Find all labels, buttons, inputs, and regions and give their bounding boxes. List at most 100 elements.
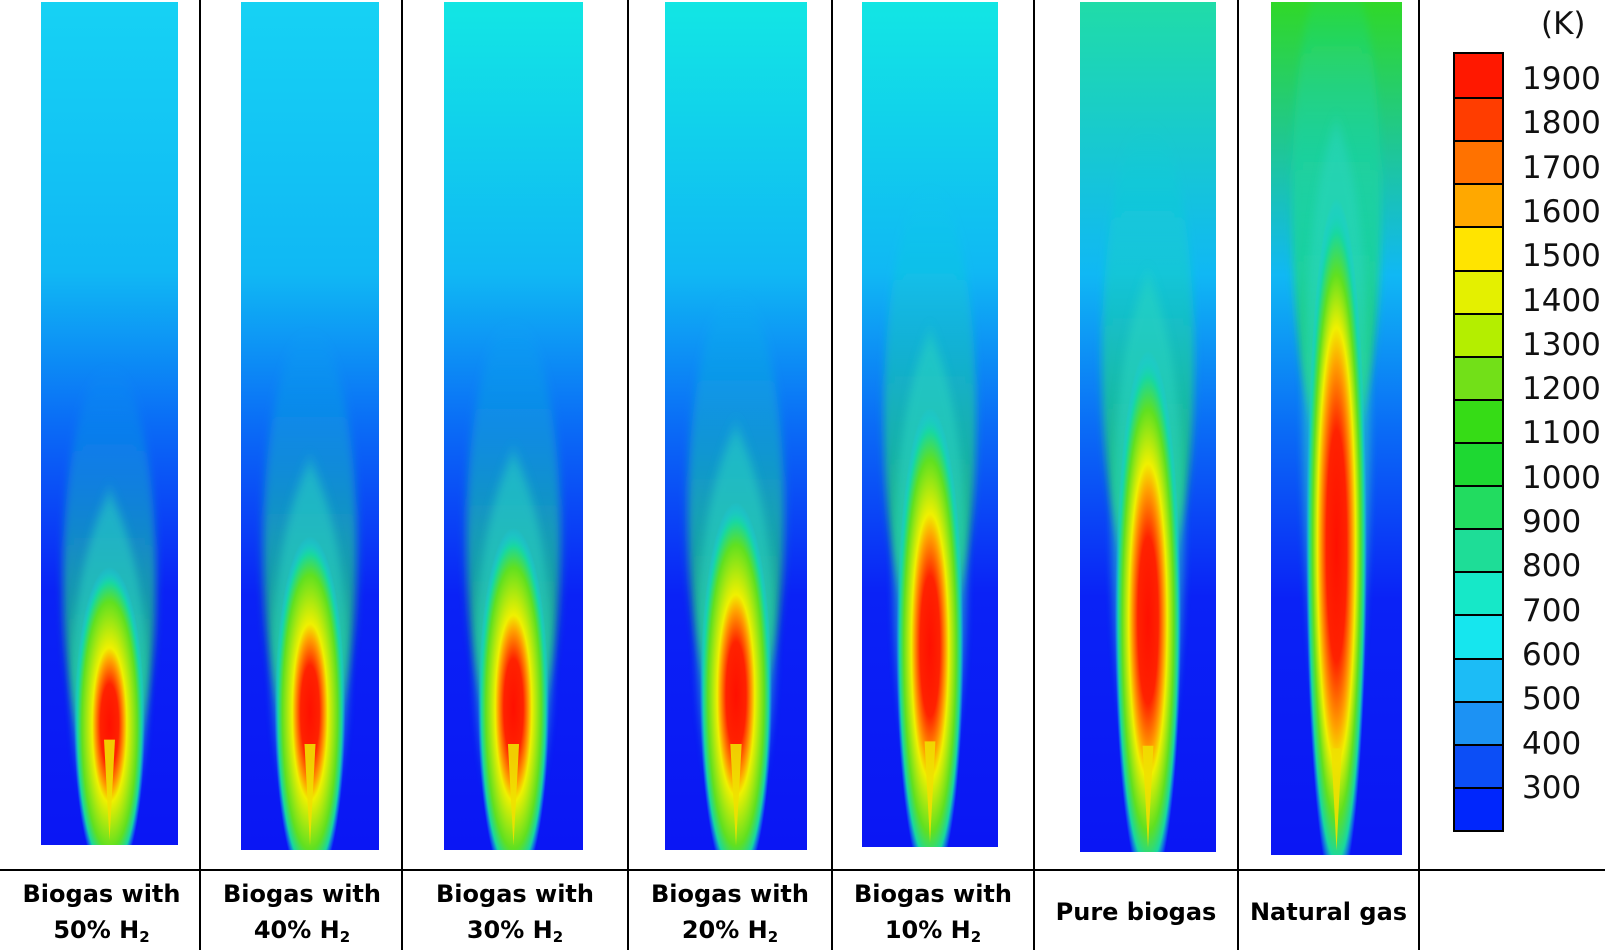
colorbar-tick-label: 1600: [1522, 193, 1601, 230]
flame-core: [1114, 350, 1182, 852]
flame-contour: [1080, 2, 1216, 852]
flame-contour: [862, 2, 998, 847]
colorbar-tick-label: 600: [1522, 636, 1582, 673]
colorbar-segment: [1455, 54, 1502, 98]
case-label: Pure biogas: [1035, 878, 1237, 946]
case-label-line1: Natural gas: [1249, 898, 1408, 926]
colorbar-segment: [1455, 786, 1502, 830]
colorbar-segment: [1455, 614, 1502, 658]
colorbar-segment: [1455, 442, 1502, 486]
colorbar-segment: [1455, 743, 1502, 787]
flame-core: [74, 566, 145, 845]
flame-core: [478, 527, 549, 850]
colorbar: [1453, 52, 1504, 832]
divider: [627, 0, 629, 950]
case-label-line1: Biogas with: [22, 880, 181, 908]
flame-contour: [665, 2, 807, 850]
contour-panel-10pct-h2: [862, 2, 998, 847]
contour-panel-30pct-h2: [444, 2, 583, 850]
flame-contour: [241, 2, 379, 850]
h2-fraction: 50% H: [53, 916, 140, 944]
colorbar-segment: [1455, 571, 1502, 615]
contour-panel-40pct-h2: [241, 2, 379, 850]
contour-panel-natural-gas: [1271, 2, 1402, 855]
divider: [1033, 0, 1035, 950]
case-label-line2: 50% H2: [53, 912, 149, 948]
colorbar-tick-label: 1100: [1522, 415, 1601, 452]
colorbar-tick-label: 400: [1522, 725, 1582, 762]
flame-stem: [304, 744, 316, 846]
divider: [1237, 0, 1239, 950]
case-label-line2: 40% H2: [254, 912, 350, 948]
colorbar-segment: [1455, 485, 1502, 529]
colorbar-segment: [1455, 140, 1502, 184]
flame-stem: [104, 739, 115, 841]
flame-core: [274, 536, 346, 850]
flame-core: [699, 502, 773, 850]
colorbar-segment: [1455, 398, 1502, 442]
contour-panel-20pct-h2: [665, 2, 807, 850]
flame-core: [1306, 198, 1367, 855]
flame-stem: [1331, 748, 1342, 851]
flame-stem: [730, 744, 742, 846]
flame-contour: [41, 2, 178, 845]
colorbar-tick-label: 900: [1522, 504, 1582, 540]
label-row-divider: [0, 869, 1605, 871]
case-label: Biogas with 50% H2: [4, 878, 199, 946]
colorbar-segment: [1455, 700, 1502, 744]
colorbar-tick-label: 1500: [1522, 238, 1601, 275]
case-label-line1: Pure biogas: [1055, 898, 1217, 926]
colorbar-segment: [1455, 528, 1502, 572]
case-label: Biogas with 10% H2: [833, 878, 1033, 946]
colorbar-segment: [1455, 183, 1502, 227]
case-label-line1: Biogas with: [651, 880, 809, 908]
case-label-line2: 30% H2: [467, 912, 563, 948]
case-label: Biogas with 30% H2: [403, 878, 627, 946]
colorbar-segment: [1455, 312, 1502, 356]
h2-fraction: 40% H: [253, 916, 340, 944]
colorbar-tick-label: 1900: [1522, 61, 1601, 97]
divider: [199, 0, 201, 950]
subscript: 2: [339, 928, 351, 946]
divider: [1418, 0, 1420, 950]
flame-contour: [444, 2, 583, 850]
case-label: Natural gas: [1239, 878, 1418, 946]
colorbar-tick-label: 1200: [1522, 371, 1601, 408]
case-label: Biogas with 20% H2: [629, 878, 831, 946]
divider: [831, 0, 833, 950]
flame-stem: [1142, 745, 1154, 848]
h2-fraction: 10% H: [884, 916, 971, 944]
contour-panel-pure-biogas: [1080, 2, 1216, 852]
colorbar-tick-label: 800: [1522, 548, 1582, 585]
h2-fraction: 30% H: [466, 916, 553, 944]
case-label-line2: 20% H2: [682, 912, 778, 948]
case-label-line1: Biogas with: [436, 880, 594, 908]
flame-contour: [1271, 2, 1402, 855]
flame-stem: [924, 741, 936, 843]
case-label-line1: Biogas with: [854, 880, 1012, 908]
colorbar-tick-label: 300: [1522, 769, 1582, 806]
colorbar-tick-label: 1300: [1522, 326, 1601, 363]
colorbar-tick-label: 1400: [1522, 282, 1601, 319]
colorbar-tick-label: 500: [1522, 681, 1582, 718]
colorbar-tick-label: 1800: [1522, 105, 1601, 142]
colorbar-tick-label: 1700: [1522, 149, 1601, 186]
case-label-line2: 10% H2: [885, 912, 981, 948]
subscript: 2: [970, 928, 982, 946]
colorbar-tick-label: 1000: [1522, 459, 1601, 496]
colorbar-segment: [1455, 97, 1502, 141]
h2-fraction: 20% H: [681, 916, 768, 944]
flame-core: [896, 407, 964, 847]
colorbar-unit: (K): [1541, 6, 1586, 42]
subscript: 2: [767, 928, 779, 946]
colorbar-segment: [1455, 226, 1502, 270]
subscript: 2: [139, 928, 150, 946]
divider: [401, 0, 403, 950]
colorbar-tick-label: 700: [1522, 592, 1582, 629]
contour-panel-50pct-h2: [41, 2, 178, 845]
case-label: Biogas with 40% H2: [203, 878, 401, 946]
colorbar-segment: [1455, 355, 1502, 399]
case-label-line1: Biogas with: [223, 880, 381, 908]
subscript: 2: [552, 928, 564, 946]
